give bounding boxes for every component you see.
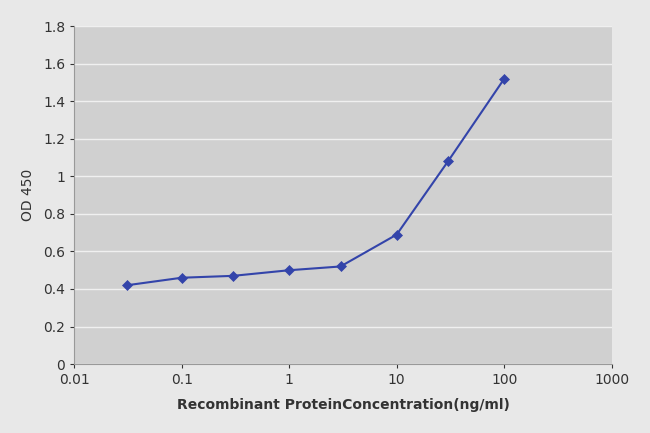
X-axis label: Recombinant ProteinConcentration(ng/ml): Recombinant ProteinConcentration(ng/ml): [177, 398, 510, 412]
Y-axis label: OD 450: OD 450: [21, 169, 35, 221]
